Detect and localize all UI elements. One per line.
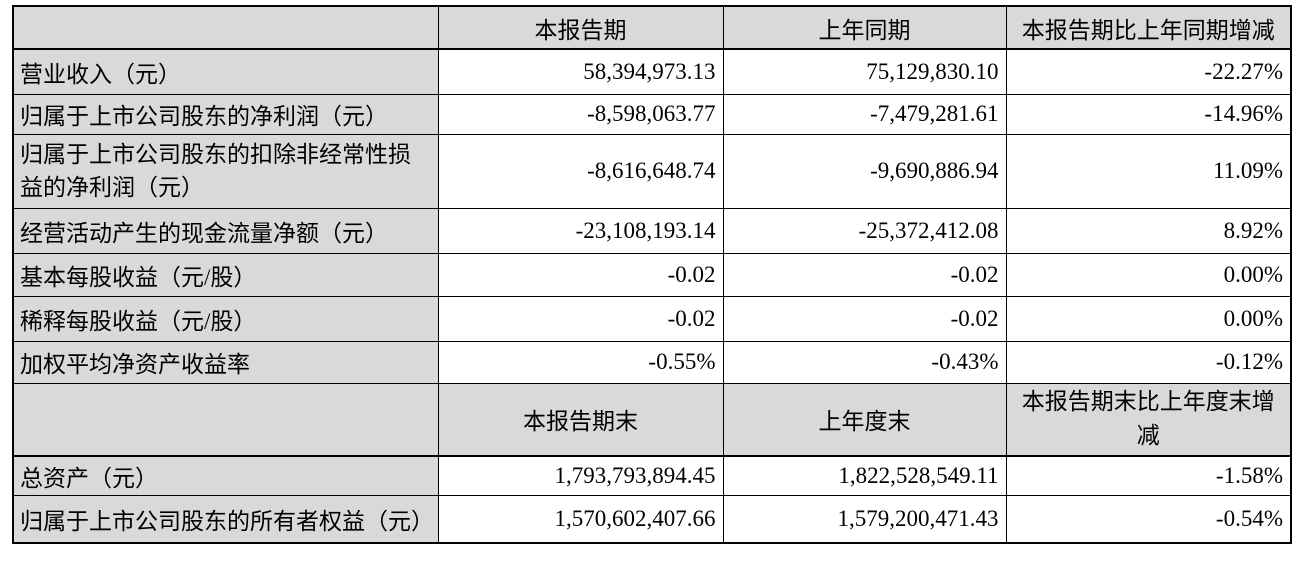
value-change: 11.09% xyxy=(1005,133,1292,209)
value-change: -1.58% xyxy=(1005,455,1292,496)
value-current-period: 58,394,973.13 xyxy=(437,48,724,95)
row-label: 基本每股收益（元/股） xyxy=(12,252,439,297)
value-change: -0.54% xyxy=(1005,495,1292,543)
value-change: -0.12% xyxy=(1005,340,1292,384)
column-header-current-period: 本报告期 xyxy=(437,5,724,50)
table-row: 经营活动产生的现金流量净额（元） -23,108,193.14 -25,372,… xyxy=(12,207,1292,254)
table-row: 归属于上市公司股东的扣除非经常性损益的净利润（元） -8,616,648.74 … xyxy=(12,133,1292,209)
value-current-period: -0.55% xyxy=(437,340,724,384)
value-prior-period: -0.02 xyxy=(722,295,1007,342)
table-row: 基本每股收益（元/股） -0.02 -0.02 0.00% xyxy=(12,252,1292,297)
row-label: 归属于上市公司股东的所有者权益（元） xyxy=(12,495,439,543)
value-current-period: -23,108,193.14 xyxy=(437,207,724,254)
value-prior-period: 75,129,830.10 xyxy=(722,48,1007,95)
value-current-period: -8,616,648.74 xyxy=(437,133,724,209)
value-prior-year-end: 1,579,200,471.43 xyxy=(722,495,1007,543)
value-change: -14.96% xyxy=(1005,93,1292,135)
value-change: 8.92% xyxy=(1005,207,1292,254)
section1-header-row: 本报告期 上年同期 本报告期比上年同期增减 xyxy=(12,5,1292,50)
column-header-period-end-change: 本报告期末比上年度末增减 xyxy=(1005,382,1292,457)
value-prior-year-end: 1,822,528,549.11 xyxy=(722,455,1007,496)
value-change: 0.00% xyxy=(1005,295,1292,342)
table-row: 稀释每股收益（元/股） -0.02 -0.02 0.00% xyxy=(12,295,1292,342)
row-label: 经营活动产生的现金流量净额（元） xyxy=(12,207,439,254)
corner-cell xyxy=(12,382,439,457)
value-prior-period: -0.02 xyxy=(722,252,1007,297)
table-row: 归属于上市公司股东的净利润（元） -8,598,063.77 -7,479,28… xyxy=(12,93,1292,135)
column-header-period-end-change-text: 本报告期末比上年度末增减 xyxy=(1021,388,1275,449)
row-label: 加权平均净资产收益率 xyxy=(12,340,439,384)
table-row: 归属于上市公司股东的所有者权益（元） 1,570,602,407.66 1,57… xyxy=(12,495,1292,543)
column-header-period-end: 本报告期末 xyxy=(437,382,724,457)
value-current-period: -0.02 xyxy=(437,295,724,342)
table-row: 营业收入（元） 58,394,973.13 75,129,830.10 -22.… xyxy=(12,48,1292,95)
row-label: 归属于上市公司股东的净利润（元） xyxy=(12,93,439,135)
column-header-change: 本报告期比上年同期增减 xyxy=(1005,5,1292,50)
column-header-prior-period: 上年同期 xyxy=(722,5,1007,50)
value-change: -22.27% xyxy=(1005,48,1292,95)
value-period-end: 1,793,793,894.45 xyxy=(437,455,724,496)
financial-summary-table: 本报告期 上年同期 本报告期比上年同期增减 营业收入（元） 58,394,973… xyxy=(12,5,1292,544)
value-current-period: -8,598,063.77 xyxy=(437,93,724,135)
value-current-period: -0.02 xyxy=(437,252,724,297)
value-change: 0.00% xyxy=(1005,252,1292,297)
value-prior-period: -25,372,412.08 xyxy=(722,207,1007,254)
value-prior-period: -9,690,886.94 xyxy=(722,133,1007,209)
row-label: 稀释每股收益（元/股） xyxy=(12,295,439,342)
corner-cell xyxy=(12,5,439,50)
table-row: 总资产（元） 1,793,793,894.45 1,822,528,549.11… xyxy=(12,455,1292,496)
value-prior-period: -0.43% xyxy=(722,340,1007,384)
value-prior-period: -7,479,281.61 xyxy=(722,93,1007,135)
row-label: 总资产（元） xyxy=(12,455,439,496)
value-period-end: 1,570,602,407.66 xyxy=(437,495,724,543)
table-row: 加权平均净资产收益率 -0.55% -0.43% -0.12% xyxy=(12,340,1292,384)
column-header-prior-year-end: 上年度末 xyxy=(722,382,1007,457)
section2-header-row: 本报告期末 上年度末 本报告期末比上年度末增减 xyxy=(12,382,1292,457)
row-label: 归属于上市公司股东的扣除非经常性损益的净利润（元） xyxy=(12,133,439,209)
row-label: 营业收入（元） xyxy=(12,48,439,95)
